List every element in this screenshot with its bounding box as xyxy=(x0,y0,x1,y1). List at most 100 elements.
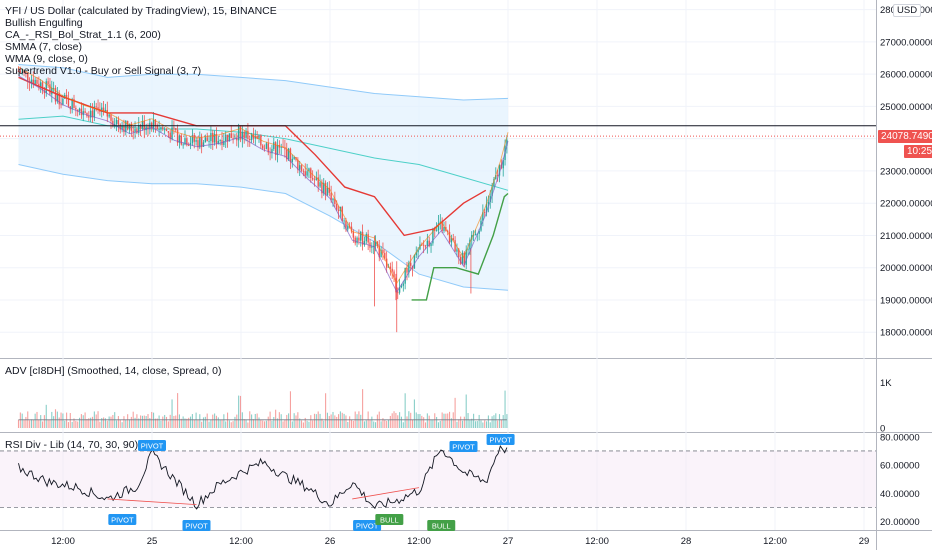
candle-body xyxy=(456,249,458,252)
time-axis[interactable]: 12:00 25 12:00 26 12:00 27 12:00 28 12:00 29 xyxy=(51,536,869,547)
candle-body xyxy=(260,135,262,146)
candle-body xyxy=(89,110,92,118)
candle-body xyxy=(354,237,356,244)
candle-body xyxy=(330,192,332,201)
rsi-tick-label: 20.00000 xyxy=(880,517,920,528)
candle-body xyxy=(180,135,182,145)
candle-body xyxy=(402,283,404,286)
candle-body xyxy=(306,171,308,176)
candle-body xyxy=(36,79,38,84)
candle-body xyxy=(258,135,260,139)
candle-body xyxy=(450,238,453,243)
candle-body xyxy=(302,170,305,172)
time-tick-label: 12:00 xyxy=(585,536,609,547)
legend-supertrend[interactable]: Supertrend V1.0 - Buy or Sell Signal (3,… xyxy=(5,65,202,77)
candle-body xyxy=(197,140,199,148)
candle-body xyxy=(406,268,408,273)
candle-body xyxy=(91,110,94,118)
candle-body xyxy=(126,120,129,130)
pivot-label xyxy=(449,441,478,452)
candle-body xyxy=(262,145,264,149)
symbol-title[interactable]: YFI / US Dollar (calculated by TradingVi… xyxy=(5,5,277,17)
legend-wma[interactable]: WMA (9, close, 0) xyxy=(5,53,88,65)
candle-body xyxy=(234,137,236,139)
signal-label-text: PIVOT xyxy=(489,436,512,445)
candle-body xyxy=(30,79,33,83)
candle-body xyxy=(128,123,131,130)
candle-body xyxy=(341,206,343,222)
candle-body xyxy=(441,221,443,231)
pivot-label xyxy=(182,520,211,531)
candle-body xyxy=(47,81,49,85)
candle-body xyxy=(138,125,140,133)
signal-label-text: PIVOT xyxy=(185,522,208,531)
candle-body xyxy=(101,107,103,112)
legend-rsi-div[interactable]: RSI Div - Lib (14, 70, 30, 90) xyxy=(5,439,139,451)
candle-body xyxy=(448,232,451,243)
candle-body xyxy=(204,137,207,143)
candle-body xyxy=(19,71,22,73)
candle-body xyxy=(408,262,410,273)
legend-rsi-bol-strat[interactable]: CA_-_RSI_Bol_Strat_1.1 (6, 200) xyxy=(5,29,161,41)
candle-body xyxy=(21,71,23,73)
price-axis[interactable]: 28000.0000027000.0000026000.0000025000.0… xyxy=(880,5,932,528)
candle-body xyxy=(217,140,219,144)
candle-body xyxy=(97,107,99,110)
candle-body xyxy=(132,130,134,132)
candle-body xyxy=(299,165,301,170)
candle-body xyxy=(472,234,475,236)
legend-smma[interactable]: SMMA (7, close) xyxy=(5,41,83,53)
candle-body xyxy=(117,119,120,125)
currency-button[interactable]: USD xyxy=(893,4,922,17)
candle-body xyxy=(123,125,125,133)
candle-body xyxy=(62,98,64,105)
candle-body xyxy=(173,127,175,129)
candle-body xyxy=(284,147,286,150)
candle-body xyxy=(78,108,81,112)
upper-band-line xyxy=(18,64,509,101)
candle-body xyxy=(389,266,392,269)
adv-pane[interactable] xyxy=(17,389,508,428)
candle-body xyxy=(252,134,255,139)
legend-adv[interactable]: ADV [cI8DH] (Smoothed, 14, close, Spread… xyxy=(5,365,222,377)
legend-bullish-engulfing[interactable]: Bullish Engulfing xyxy=(5,17,83,29)
candle-body xyxy=(156,125,158,130)
wma-line xyxy=(18,66,509,285)
candle-body xyxy=(371,246,373,248)
candle-body xyxy=(311,177,314,180)
candle-body xyxy=(193,135,195,142)
candle-body xyxy=(293,156,295,159)
candle-body xyxy=(136,129,138,133)
price-pane[interactable] xyxy=(0,64,876,333)
candle-body xyxy=(478,230,480,234)
candle-body xyxy=(495,175,497,180)
rsi-tick-label: 80.00000 xyxy=(880,432,920,443)
pivot-label xyxy=(138,440,166,451)
price-tick-label: 20000.00000 xyxy=(880,263,932,274)
pivot-label xyxy=(486,434,515,445)
candle-body xyxy=(435,230,438,232)
candle-body xyxy=(152,119,155,129)
candle-body xyxy=(102,107,105,112)
candle-body xyxy=(334,198,336,205)
candle-body xyxy=(397,292,399,294)
candle-body xyxy=(254,136,256,139)
candle-body xyxy=(315,177,318,180)
candle-body xyxy=(382,249,384,253)
candle-body xyxy=(461,252,464,264)
candle-body xyxy=(374,242,377,247)
candle-body xyxy=(184,138,186,145)
candle-body xyxy=(65,94,68,99)
middle-band-line xyxy=(18,115,509,191)
candle-body xyxy=(191,135,194,143)
adv-tick-label: 0 xyxy=(880,424,885,435)
candle-body xyxy=(410,262,412,266)
candle-body xyxy=(347,226,349,230)
candle-body xyxy=(139,125,142,129)
candle-body xyxy=(130,123,133,131)
time-tick-label: 12:00 xyxy=(51,536,75,547)
candle-body xyxy=(199,137,201,148)
candle-body xyxy=(189,142,192,146)
